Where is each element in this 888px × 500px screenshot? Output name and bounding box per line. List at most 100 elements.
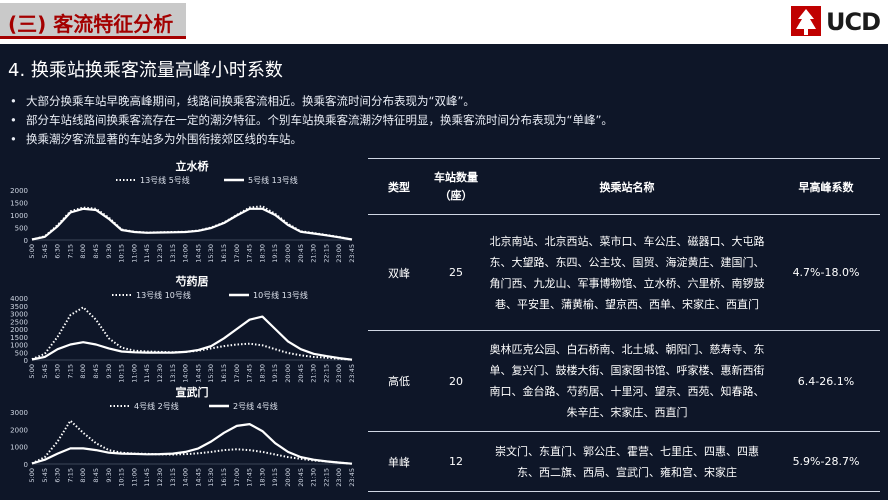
x-tick-label: 20:45 bbox=[297, 468, 305, 487]
bullet-item: 换乘潮汐客流显著的车站多为外围衔接郊区线的车站。 bbox=[8, 130, 868, 149]
series-line bbox=[31, 419, 353, 465]
x-tick-label: 7:15 bbox=[66, 364, 74, 379]
x-tick-label: 14:00 bbox=[182, 244, 190, 263]
row-coef: 4.7%-18.0% bbox=[772, 214, 880, 331]
x-tick-label: 11:45 bbox=[143, 244, 151, 263]
y-tick-label: 2000 bbox=[10, 187, 28, 195]
y-tick-label: 1000 bbox=[10, 212, 28, 220]
charts-panel: 立水桥 13号线 5号线 5号线 13号线 0 500 1000 1500 2000 5:00 5… bbox=[0, 154, 362, 500]
row-count: 20 bbox=[430, 330, 482, 432]
y-tick-label: 500 bbox=[15, 349, 28, 357]
x-tick-label: 10:15 bbox=[118, 364, 126, 383]
x-tick-label: 17:00 bbox=[233, 364, 241, 383]
row-count: 12 bbox=[430, 431, 482, 492]
x-tick-label: 20:45 bbox=[297, 244, 305, 263]
series-line bbox=[31, 315, 353, 361]
x-tick-label: 23:00 bbox=[335, 364, 343, 383]
x-tick-label: 18:30 bbox=[258, 244, 266, 263]
x-tick-label: 15:30 bbox=[207, 364, 215, 383]
x-tick-label: 23:00 bbox=[335, 468, 343, 487]
series-line bbox=[31, 205, 353, 241]
x-tick-label: 10:15 bbox=[118, 244, 126, 263]
row-names: 奥林匹克公园、白石桥南、北土城、朝阳门、慈寿寺、东单、复兴门、鼓楼大街、国家图书… bbox=[482, 330, 772, 432]
y-tick-label: 3000 bbox=[10, 409, 28, 417]
x-tick-label: 20:45 bbox=[297, 364, 305, 383]
x-tick-label: 15:30 bbox=[207, 244, 215, 263]
series-line bbox=[31, 306, 353, 361]
y-tick-label: 4000 bbox=[10, 295, 28, 303]
y-tick-label: 1500 bbox=[10, 334, 28, 342]
x-tick-label: 13:15 bbox=[169, 468, 177, 487]
x-tick-label: 5:45 bbox=[41, 364, 49, 379]
chart-title: 芍药居 bbox=[176, 274, 209, 288]
row-type: 双峰 bbox=[368, 214, 430, 331]
y-tick-label: 500 bbox=[15, 225, 28, 233]
x-tick-label: 5:00 bbox=[28, 364, 36, 379]
table-row: 单峰 12 崇文门、东直门、郭公庄、霍营、七里庄、四惠、四惠东、西二旗、西局、宣… bbox=[368, 431, 880, 492]
x-tick-label: 19:15 bbox=[271, 244, 279, 263]
x-tick-label: 6:30 bbox=[54, 468, 62, 483]
x-tick-label: 21:30 bbox=[310, 364, 318, 383]
x-tick-label: 6:30 bbox=[54, 244, 62, 259]
chart-title: 立水桥 bbox=[176, 159, 210, 173]
bullet-item: 大部分换乘车站早晚高峰期间，线路间换乘客流相近。换乘客流时间分布表现为“双峰”。 bbox=[8, 92, 868, 111]
x-tick-label: 23:45 bbox=[348, 468, 356, 487]
x-tick-label: 8:00 bbox=[79, 468, 87, 483]
logo-text: UCD bbox=[826, 8, 881, 36]
y-tick-label: 0 bbox=[24, 461, 28, 469]
x-tick-label: 17:45 bbox=[246, 468, 254, 487]
x-tick-label: 17:00 bbox=[233, 244, 241, 263]
x-tick-label: 10:15 bbox=[118, 468, 126, 487]
x-tick-label: 13:15 bbox=[169, 364, 177, 383]
x-tick-label: 14:00 bbox=[182, 468, 190, 487]
x-tick-label: 22:15 bbox=[322, 468, 330, 487]
page-subtitle: 4. 换乘站换乘客流量高峰小时系数 bbox=[8, 60, 283, 81]
x-tick-label: 9:30 bbox=[105, 364, 113, 379]
x-tick-label: 8:45 bbox=[92, 468, 100, 483]
x-tick-label: 14:45 bbox=[194, 468, 202, 487]
x-tick-label: 12:30 bbox=[156, 244, 164, 263]
row-names: 崇文门、东直门、郭公庄、霍营、七里庄、四惠、四惠东、西二旗、西局、宣武门、雍和宫… bbox=[482, 431, 772, 492]
x-tick-label: 17:45 bbox=[246, 364, 254, 383]
x-tick-label: 20:00 bbox=[284, 468, 292, 487]
table-row: 高低 20 奥林匹克公园、白石桥南、北土城、朝阳门、慈寿寺、东单、复兴门、鼓楼大… bbox=[368, 330, 880, 432]
legend-label: 5号线 13号线 bbox=[248, 175, 298, 185]
x-tick-label: 19:15 bbox=[271, 364, 279, 383]
x-tick-label: 11:45 bbox=[143, 364, 151, 383]
x-tick-label: 16:15 bbox=[220, 468, 228, 487]
x-tick-label: 15:30 bbox=[207, 468, 215, 487]
header-names: 换乘站名称 bbox=[482, 158, 772, 215]
x-tick-label: 17:45 bbox=[246, 244, 254, 263]
logo-emblem-icon bbox=[791, 6, 821, 36]
table-row: 双峰 25 北京南站、北京西站、菜市口、车公庄、磁器口、大屯路东、大望路、东四、… bbox=[368, 214, 880, 331]
x-tick-label: 23:45 bbox=[348, 364, 356, 383]
x-tick-label: 9:30 bbox=[105, 244, 113, 259]
x-tick-label: 9:30 bbox=[105, 468, 113, 483]
legend-label: 10号线 13号线 bbox=[253, 290, 308, 300]
bullet-list: 大部分换乘车站早晚高峰期间，线路间换乘客流相近。换乘客流时间分布表现为“双峰”。… bbox=[8, 92, 868, 149]
x-tick-label: 19:15 bbox=[271, 468, 279, 487]
x-tick-label: 13:15 bbox=[169, 244, 177, 263]
x-tick-label: 11:45 bbox=[143, 468, 151, 487]
x-tick-label: 5:00 bbox=[28, 244, 36, 259]
x-tick-label: 22:15 bbox=[322, 364, 330, 383]
x-tick-label: 23:00 bbox=[335, 244, 343, 263]
y-tick-label: 2500 bbox=[10, 318, 28, 326]
x-tick-label: 17:00 bbox=[233, 468, 241, 487]
legend-label: 4号线 2号线 bbox=[134, 401, 179, 411]
ucd-logo: UCD bbox=[790, 4, 884, 40]
x-tick-label: 22:15 bbox=[322, 244, 330, 263]
y-tick-label: 1000 bbox=[10, 342, 28, 350]
x-tick-label: 23:45 bbox=[348, 244, 356, 263]
x-tick-label: 12:30 bbox=[156, 468, 164, 487]
x-tick-label: 11:00 bbox=[130, 468, 138, 487]
transfer-station-table: 类型 车站数量 （座） 换乘站名称 早高峰系数 双峰 25 北京南站、北京西站、… bbox=[368, 158, 880, 492]
x-tick-label: 14:45 bbox=[194, 364, 202, 383]
x-tick-label: 18:30 bbox=[258, 364, 266, 383]
legend-label: 2号线 4号线 bbox=[233, 401, 278, 411]
y-tick-label: 2000 bbox=[10, 426, 28, 434]
y-tick-label: 0 bbox=[24, 357, 28, 365]
bullet-item: 部分车站线路间换乘客流存在一定的潮汐特征。个别车站换乘客流潮汐特征明显，换乘客流… bbox=[8, 111, 868, 130]
x-tick-label: 20:00 bbox=[284, 244, 292, 263]
